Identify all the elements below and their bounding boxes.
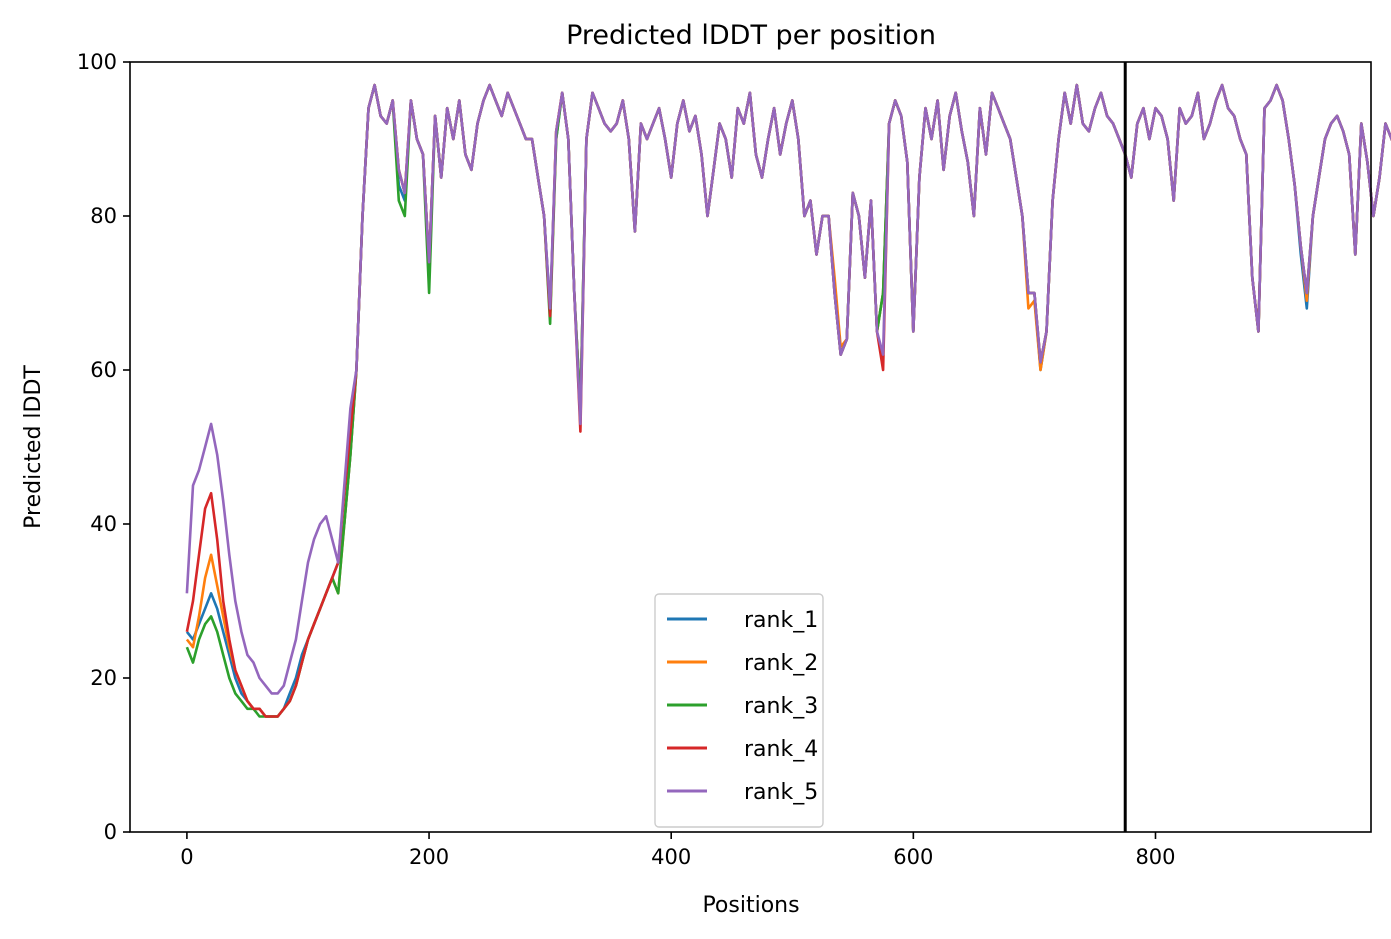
x-axis: 0 200 400 600 800 <box>180 832 1176 869</box>
x-tick-label: 600 <box>893 845 933 869</box>
y-tick-label: 60 <box>90 358 117 382</box>
y-tick-label: 80 <box>90 204 117 228</box>
chart-title: Predicted lDDT per position <box>566 20 936 51</box>
y-tick-label: 0 <box>104 820 117 844</box>
x-tick-label: 800 <box>1135 845 1175 869</box>
y-tick-label: 100 <box>77 50 117 74</box>
series-line-rank_5 <box>185 83 1391 695</box>
y-axis: 0 20 40 60 80 100 <box>77 50 130 844</box>
legend-label-rank_1: rank_1 <box>744 608 818 633</box>
y-tick-label: 20 <box>90 666 117 690</box>
y-tick-label: 40 <box>90 512 117 536</box>
x-tick-label: 200 <box>409 845 449 869</box>
plot-frame <box>129 61 1372 833</box>
legend-label-rank_5: rank_5 <box>744 780 818 805</box>
legend-box <box>654 593 824 828</box>
legend-label-rank_3: rank_3 <box>744 694 818 719</box>
legend-label-rank_2: rank_2 <box>744 651 818 676</box>
legend: rank_1 rank_2 rank_3 rank_4 rank_5 <box>654 593 824 828</box>
x-axis-title: Positions <box>702 893 799 918</box>
y-axis-title: Predicted lDDT <box>21 365 46 529</box>
x-tick-label: 400 <box>651 845 691 869</box>
legend-label-rank_4: rank_4 <box>744 737 818 762</box>
x-tick-label: 0 <box>180 845 193 869</box>
series-layer <box>185 83 1391 718</box>
